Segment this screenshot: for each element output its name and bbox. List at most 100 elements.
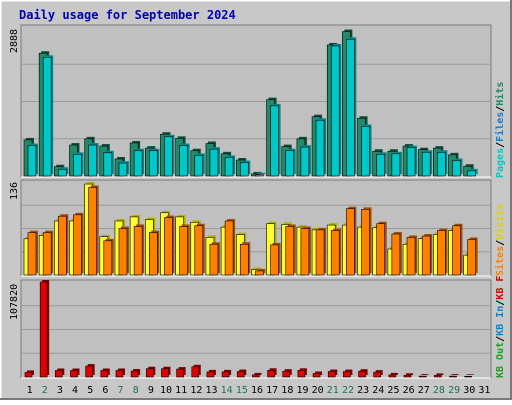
bar-kb-f (24, 372, 33, 378)
x-axis-label: 4 (72, 385, 78, 396)
panel-bot-bars (24, 280, 474, 378)
panel-kbytes: 107820 KB Out/KB In/KB F (9, 276, 506, 379)
bar-pages (437, 151, 446, 177)
bar-kb-f (100, 370, 109, 378)
x-axis-label: 14 (221, 385, 233, 396)
x-axis-label: 29 (448, 385, 460, 396)
bar-pages (73, 154, 82, 177)
bar-kb-f (161, 368, 169, 378)
chart-title: Daily usage for September 2024 (19, 8, 236, 22)
bar-kb-f (282, 370, 291, 378)
legend-separator: / (495, 240, 506, 246)
bar-sites (224, 220, 234, 276)
bar-kb-f (312, 373, 321, 378)
bar-kb-f (236, 371, 245, 378)
x-axis-label: 23 (357, 385, 369, 396)
x-axis-label: 11 (175, 385, 187, 396)
x-axis-label: 30 (463, 385, 475, 396)
bar-kb-f (191, 366, 200, 378)
bar-sites (42, 232, 52, 276)
bar-sites (376, 223, 386, 276)
bar-pages (452, 160, 461, 177)
bar-sites (239, 243, 249, 276)
bar-sites (133, 226, 143, 276)
bar-kb-f-shadow (390, 372, 398, 375)
bar-sites (300, 228, 310, 276)
bar-pages (42, 57, 52, 177)
bar-pages (209, 148, 219, 177)
panel-top-legend: Pages/Files/Hits (494, 82, 506, 178)
x-axis-label: 15 (236, 385, 248, 396)
bar-kb-f (464, 375, 472, 378)
bar-sites (118, 228, 128, 276)
bar-kb-f (418, 375, 427, 378)
legend-files: Files (494, 112, 506, 142)
x-axis-label: 31 (478, 385, 490, 396)
bar-pages (133, 150, 143, 177)
legend-separator: / (495, 142, 506, 148)
x-axis-label: 6 (102, 385, 108, 396)
bar-sites (452, 225, 461, 276)
panel-mid-ymax-label: 136 (9, 182, 20, 200)
panel-mid-legend: Sites/Visits (494, 204, 506, 276)
x-axis-label: 5 (87, 385, 93, 396)
bar-pages (239, 162, 249, 177)
x-axis-label: 22 (342, 385, 354, 396)
bar-kb-f (115, 370, 124, 378)
bar-kb-f-shadow (254, 372, 262, 375)
bar-pages (330, 45, 340, 177)
svg-text:Sites/Visits: Sites/Visits (494, 204, 506, 276)
bar-kb-f (403, 374, 412, 378)
bar-sites (437, 230, 446, 276)
svg-text:Pages/Files/Hits: Pages/Files/Hits (494, 82, 506, 178)
bar-sites (285, 226, 295, 276)
bar-pages (421, 151, 431, 177)
bar-kb-f (434, 375, 442, 378)
bar-sites (315, 229, 325, 276)
x-axis-label: 24 (372, 385, 384, 396)
panel-top-bars (23, 29, 478, 177)
bar-kb-f (130, 370, 139, 378)
panel-mid-bars (23, 182, 478, 276)
bar-sites (58, 215, 67, 276)
bar-pages (179, 145, 188, 177)
bar-sites (179, 226, 188, 276)
bar-sites (194, 225, 204, 276)
bar-kb-f (449, 375, 457, 378)
bar-sites (391, 233, 401, 276)
legend-hits: Hits (494, 82, 506, 106)
bar-pages (58, 168, 67, 177)
bar-sites (467, 239, 476, 276)
legend-kb-f: KB F (495, 276, 506, 300)
bar-sites (346, 208, 355, 276)
bar-pages (88, 144, 97, 177)
x-axis-label: 1 (27, 385, 33, 396)
x-axis-label: 7 (118, 385, 124, 396)
x-axis-label: 2 (42, 385, 48, 396)
x-axis-label: 13 (205, 385, 217, 396)
bar-sites (103, 240, 113, 276)
bar-sites (361, 209, 370, 276)
bar-kb-f-shadow (421, 374, 429, 375)
bar-pages (376, 154, 386, 177)
legend-separator: / (495, 300, 506, 306)
x-axis-label: 19 (296, 385, 308, 396)
bar-pages (194, 155, 204, 177)
bar-kb-f (206, 371, 215, 378)
legend-separator: / (495, 336, 506, 342)
bar-kb-f-shadow (451, 374, 459, 375)
bar-kb-f (39, 281, 48, 378)
legend-separator: / (495, 106, 506, 112)
panel-top-grid (22, 63, 490, 140)
x-axis-label: 8 (133, 385, 139, 396)
bar-pages (467, 170, 476, 177)
bar-pages-shadow (257, 172, 266, 174)
bar-kb-f (373, 371, 382, 378)
bar-kb-f (221, 371, 230, 378)
bar-sites (270, 244, 279, 276)
x-axis-label: 18 (281, 385, 293, 396)
bar-pages (103, 152, 113, 177)
bar-pages (300, 146, 310, 177)
